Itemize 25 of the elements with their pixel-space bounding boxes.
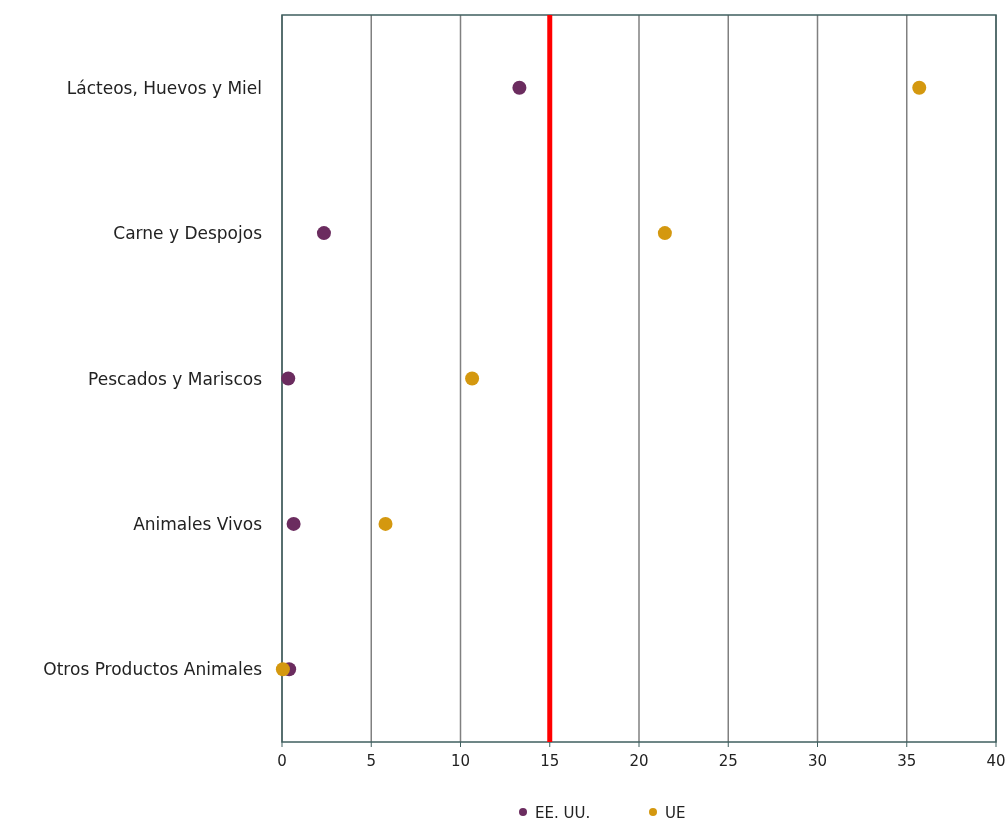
legend-label: EE. UU. [535, 804, 591, 822]
point [316, 226, 331, 241]
x-tick-label: 15 [540, 752, 560, 770]
point [286, 516, 301, 531]
x-tick-label: 30 [807, 752, 828, 770]
point [657, 226, 672, 241]
y-tick-label: Pescados y Mariscos [88, 368, 263, 389]
x-tick-label: 40 [986, 752, 1006, 770]
point [912, 80, 927, 95]
y-tick-label: Carne y Despojos [113, 223, 263, 244]
x-tick-label: 0 [277, 752, 287, 770]
y-tick-label: Lácteos, Huevos y Miel [66, 77, 262, 98]
legend-label: UE [665, 804, 686, 822]
y-tick-label: Animales Vivos [133, 513, 263, 534]
x-tick-label: 25 [718, 752, 738, 770]
y-tick-label: Otros Productos Animales [43, 659, 263, 680]
point [378, 516, 393, 531]
x-tick-label: 5 [366, 752, 377, 770]
point [275, 662, 290, 677]
x-tick-label: 10 [450, 752, 471, 770]
point [465, 371, 480, 386]
x-tick-label: 35 [897, 752, 917, 770]
x-tick-label: 20 [629, 752, 649, 770]
point [281, 371, 296, 386]
point [512, 80, 527, 95]
